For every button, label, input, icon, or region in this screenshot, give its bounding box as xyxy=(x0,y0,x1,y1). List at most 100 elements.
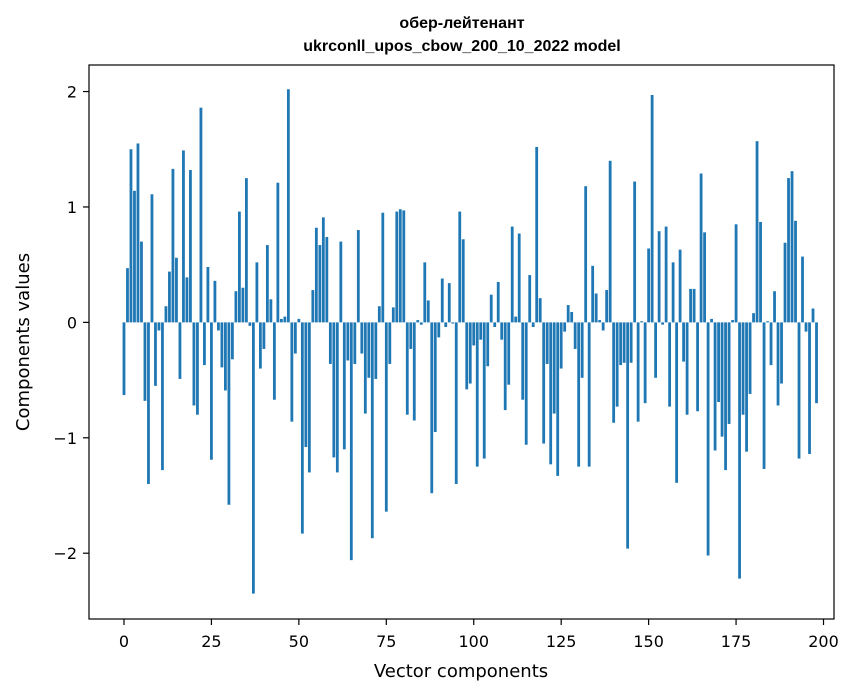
bar-101 xyxy=(475,322,479,467)
bar-117 xyxy=(531,322,535,327)
bar-98 xyxy=(465,322,469,390)
bar-11 xyxy=(161,322,164,471)
bar-123 xyxy=(552,322,556,414)
bar-157 xyxy=(671,262,675,323)
bar-79 xyxy=(398,209,402,323)
bar-67 xyxy=(356,230,360,323)
bar-163 xyxy=(692,288,696,323)
bar-8 xyxy=(150,194,154,323)
bar-160 xyxy=(682,322,685,362)
bar-83 xyxy=(412,322,416,421)
bar-51 xyxy=(300,322,304,534)
bar-155 xyxy=(664,226,668,323)
y-axis-label: Components values xyxy=(13,253,34,431)
bar-149 xyxy=(643,322,647,404)
bar-136 xyxy=(598,320,602,323)
bar-1 xyxy=(126,268,129,323)
bar-193 xyxy=(797,322,801,459)
bar-17 xyxy=(182,150,185,323)
bar-179 xyxy=(748,322,752,394)
x-tick-label-3: 75 xyxy=(376,632,396,651)
bar-125 xyxy=(559,322,563,369)
bar-52 xyxy=(304,322,308,448)
bar-40 xyxy=(262,322,266,349)
x-tick-label-5: 125 xyxy=(546,632,577,651)
bar-87 xyxy=(426,300,430,323)
bar-145 xyxy=(629,322,633,363)
bar-68 xyxy=(360,322,364,354)
bar-183 xyxy=(762,322,766,469)
bar-198 xyxy=(815,322,818,404)
bar-112 xyxy=(514,316,518,323)
bar-38 xyxy=(255,262,259,323)
bar-89 xyxy=(433,322,437,433)
plot-area-frame xyxy=(88,64,835,620)
bar-94 xyxy=(451,322,455,324)
bar-58 xyxy=(325,236,329,323)
bar-176 xyxy=(738,322,741,579)
bar-96 xyxy=(458,211,462,323)
bar-25 xyxy=(210,322,213,460)
bar-109 xyxy=(503,322,507,411)
bar-97 xyxy=(461,239,465,323)
bar-119 xyxy=(538,298,542,323)
bar-84 xyxy=(416,320,420,323)
bar-5 xyxy=(140,241,143,323)
bar-7 xyxy=(147,322,150,484)
bar-137 xyxy=(601,322,605,331)
bar-197 xyxy=(811,308,815,323)
bar-91 xyxy=(440,278,444,323)
bar-105 xyxy=(489,294,493,323)
bar-140 xyxy=(612,322,616,423)
bar-120 xyxy=(542,322,546,444)
bar-48 xyxy=(290,322,294,422)
bar-170 xyxy=(717,322,720,403)
bar-162 xyxy=(689,288,692,323)
bar-55 xyxy=(314,227,318,323)
bar-31 xyxy=(231,322,234,360)
bar-66 xyxy=(353,322,357,364)
bar-54 xyxy=(311,290,315,323)
bar-153 xyxy=(657,231,661,323)
bar-44 xyxy=(276,182,280,323)
bar-151 xyxy=(650,95,654,323)
bar-134 xyxy=(591,265,595,323)
bar-19 xyxy=(189,170,192,323)
bar-56 xyxy=(318,245,322,323)
bar-185 xyxy=(769,322,773,366)
bar-192 xyxy=(794,220,797,323)
bar-127 xyxy=(566,305,570,323)
bar-148 xyxy=(640,321,644,323)
chart-title-line-2: ukrconll_upos_cbow_200_10_2022 model xyxy=(303,38,620,55)
bar-16 xyxy=(178,322,182,379)
bar-189 xyxy=(783,242,787,323)
bar-6 xyxy=(143,322,147,401)
y-axis-ticks: −2 −1 0 1 2 xyxy=(53,83,89,563)
bar-75 xyxy=(384,322,388,512)
y-tick-label-4: 2 xyxy=(67,83,77,102)
y-tick-label-0: −2 xyxy=(53,544,77,563)
bar-166 xyxy=(703,232,706,323)
bar-49 xyxy=(293,322,297,354)
bar-59 xyxy=(328,322,332,364)
y-tick-label-3: 1 xyxy=(67,198,77,217)
bar-146 xyxy=(633,181,637,323)
x-axis-ticks: 0 25 50 75 100 125 150 175 200 xyxy=(119,619,839,651)
bar-34 xyxy=(241,287,245,323)
bar-161 xyxy=(685,322,689,415)
bar-9 xyxy=(154,322,157,386)
bar-93 xyxy=(447,283,451,323)
bar-186 xyxy=(773,291,776,323)
bar-106 xyxy=(493,322,497,327)
bar-141 xyxy=(615,322,619,407)
bar-74 xyxy=(381,212,385,323)
bar-99 xyxy=(468,322,472,384)
bar-180 xyxy=(752,313,755,323)
bar-126 xyxy=(563,322,567,332)
bar-39 xyxy=(258,322,262,369)
bar-178 xyxy=(745,322,748,452)
bar-150 xyxy=(647,248,651,323)
bar-80 xyxy=(402,210,406,323)
